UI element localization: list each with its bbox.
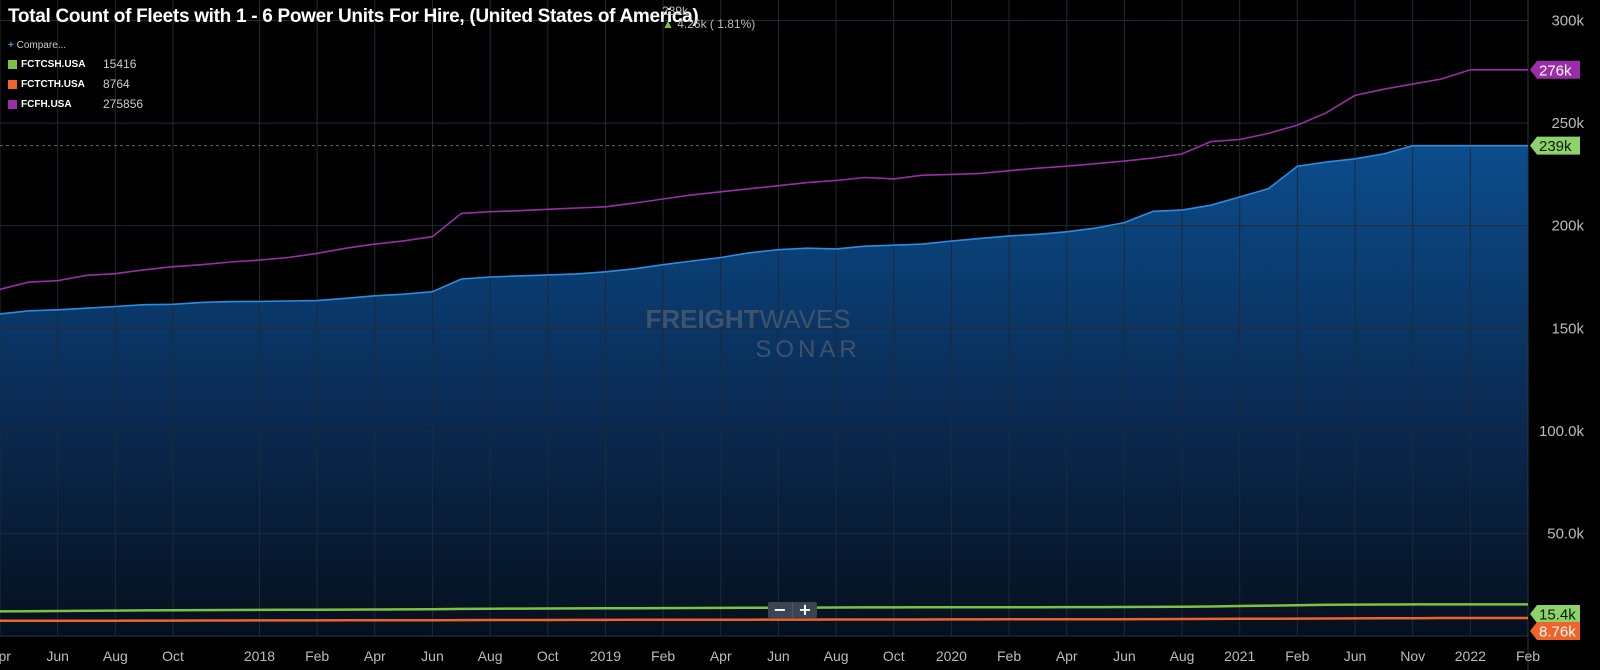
y-tick-label: 50.0k xyxy=(1547,525,1584,542)
legend-value: 275856 xyxy=(103,97,144,111)
last-value-flag-label: 15.4k xyxy=(1539,607,1576,624)
series-line-fctcth-usa xyxy=(0,616,1528,623)
legend-item-fctcth[interactable]: FCTCTH.USA 8764 xyxy=(8,74,143,94)
up-arrow-icon: ▲ xyxy=(662,17,674,31)
legend-swatch xyxy=(8,79,17,89)
legend: FCTCSH.USA 15416 FCTCTH.USA 8764 FCFH.US… xyxy=(8,54,143,114)
last-value-flag xyxy=(1530,605,1580,623)
last-value-flag xyxy=(1530,60,1580,79)
watermark-sonar: SONAR xyxy=(755,336,860,363)
y-tick-label: 200k xyxy=(1551,218,1584,235)
y-tick-label: 150k xyxy=(1551,320,1584,337)
x-tick-label: Jun xyxy=(767,648,790,664)
zoom-in-button[interactable]: + xyxy=(792,602,817,618)
legend-name: FCFH.USA xyxy=(21,98,72,110)
x-tick-label: Oct xyxy=(883,648,905,664)
legend-value: 15416 xyxy=(103,57,137,71)
compare-button[interactable]: + Compare... xyxy=(8,40,66,51)
legend-swatch xyxy=(8,99,17,109)
legend-swatch xyxy=(8,59,17,69)
last-value-flag xyxy=(1530,136,1580,155)
x-tick-label: Jun xyxy=(1344,648,1367,664)
y-tick-label: 300k xyxy=(1551,13,1584,30)
legend-item-fctcsh[interactable]: FCTCSH.USA 15416 xyxy=(8,54,143,74)
x-tick-label: Feb xyxy=(305,648,329,664)
x-tick-label: Feb xyxy=(651,648,675,664)
series-line-fcfh-usa xyxy=(0,69,1528,291)
zoom-controls: − + xyxy=(768,602,817,618)
last-value: 239k xyxy=(662,4,689,18)
legend-value: 8764 xyxy=(103,77,130,91)
x-tick-label: Apr xyxy=(0,648,11,664)
y-tick-label: 250k xyxy=(1551,115,1584,132)
x-tick-label: Feb xyxy=(997,648,1021,664)
x-tick-label: 2019 xyxy=(590,648,621,664)
x-tick-label: Jun xyxy=(1113,648,1136,664)
x-tick-label: 2020 xyxy=(936,648,967,664)
watermark-logo: FREIGHTWAVES xyxy=(645,304,850,334)
chart-title: Total Count of Fleets with 1 - 6 Power U… xyxy=(8,6,699,27)
x-tick-label: Jun xyxy=(46,648,69,664)
change-readout: ▲ 4.26k ( 1.81%) xyxy=(662,18,755,31)
last-value-flag-label: 276k xyxy=(1539,62,1572,79)
x-tick-label: Aug xyxy=(824,648,849,664)
x-tick-label: 2018 xyxy=(244,648,275,664)
x-tick-label: Feb xyxy=(1516,648,1540,664)
x-tick-label: Apr xyxy=(1056,648,1078,664)
x-tick-label: Aug xyxy=(1170,648,1195,664)
y-tick-label: 100.0k xyxy=(1539,423,1585,440)
x-tick-label: Apr xyxy=(364,648,386,664)
zoom-out-button[interactable]: − xyxy=(773,600,787,619)
x-tick-label: Aug xyxy=(478,648,503,664)
x-tick-label: 2022 xyxy=(1455,648,1486,664)
x-tick-label: Oct xyxy=(162,648,184,664)
legend-item-fcfh[interactable]: FCFH.USA 275856 xyxy=(8,94,143,114)
last-value-box: 239k ▲ 4.26k ( 1.81%) xyxy=(662,5,755,31)
last-value-flag-label: 239k xyxy=(1539,138,1572,155)
x-tick-label: Feb xyxy=(1285,648,1309,664)
x-tick-label: 2021 xyxy=(1224,648,1255,664)
x-tick-label: Nov xyxy=(1400,648,1425,664)
x-tick-label: Jun xyxy=(421,648,444,664)
plus-icon: + xyxy=(8,40,14,51)
legend-name: FCTCTH.USA xyxy=(21,78,85,90)
x-tick-label: Apr xyxy=(710,648,732,664)
change-value: 4.26k ( 1.81%) xyxy=(677,17,756,31)
x-tick-label: Oct xyxy=(537,648,559,664)
last-value-flag-label: 8.76k xyxy=(1539,624,1576,641)
compare-label: Compare... xyxy=(16,40,67,51)
last-value-flag xyxy=(1530,622,1580,640)
x-tick-label: Aug xyxy=(103,648,128,664)
main-area-fill xyxy=(0,145,1528,636)
series-line-fctcsh-usa xyxy=(0,603,1528,613)
series-line-main xyxy=(0,144,1528,315)
legend-name: FCTCSH.USA xyxy=(21,58,86,70)
